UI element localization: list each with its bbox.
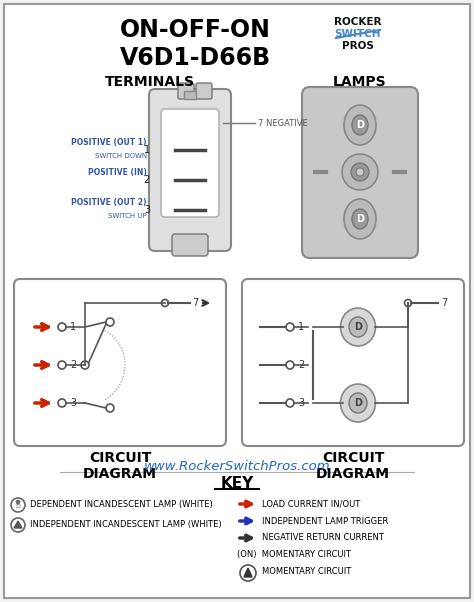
Text: (ON)  MOMENTARY CIRCUIT: (ON) MOMENTARY CIRCUIT xyxy=(237,550,351,559)
Ellipse shape xyxy=(340,308,375,346)
Circle shape xyxy=(58,323,66,331)
Circle shape xyxy=(11,498,25,512)
Text: INDEPENDENT LAMP TRIGGER: INDEPENDENT LAMP TRIGGER xyxy=(262,517,388,526)
Text: LOAD CURRENT IN/OUT: LOAD CURRENT IN/OUT xyxy=(262,500,360,509)
Text: D: D xyxy=(354,398,362,408)
Ellipse shape xyxy=(344,199,376,239)
Text: DIAGRAM: DIAGRAM xyxy=(316,467,390,481)
FancyBboxPatch shape xyxy=(242,279,464,446)
Text: PROS: PROS xyxy=(342,41,374,51)
Text: CIRCUIT: CIRCUIT xyxy=(89,451,151,465)
Text: D: D xyxy=(356,120,364,130)
Text: 3: 3 xyxy=(144,205,150,215)
Text: LAMPS: LAMPS xyxy=(333,75,387,89)
FancyBboxPatch shape xyxy=(302,87,418,258)
FancyBboxPatch shape xyxy=(172,234,208,256)
Circle shape xyxy=(162,300,168,306)
Ellipse shape xyxy=(352,115,368,135)
Circle shape xyxy=(81,361,89,369)
Text: ON-OFF-ON: ON-OFF-ON xyxy=(119,18,271,42)
FancyBboxPatch shape xyxy=(4,4,470,598)
Circle shape xyxy=(404,300,411,306)
Ellipse shape xyxy=(352,209,368,229)
Text: POSITIVE (OUT 1): POSITIVE (OUT 1) xyxy=(72,138,147,147)
Text: 7 NEGATIVE: 7 NEGATIVE xyxy=(258,119,308,128)
Text: SWITCH UP: SWITCH UP xyxy=(109,213,147,219)
Bar xyxy=(184,91,196,99)
Text: POSITIVE (IN): POSITIVE (IN) xyxy=(88,169,147,178)
Text: 1: 1 xyxy=(298,322,304,332)
Text: 2: 2 xyxy=(298,360,304,370)
Circle shape xyxy=(106,404,114,412)
Circle shape xyxy=(11,518,25,532)
Ellipse shape xyxy=(340,384,375,422)
Ellipse shape xyxy=(349,317,367,337)
FancyBboxPatch shape xyxy=(149,89,231,251)
Text: www.RockerSwitchPros.com: www.RockerSwitchPros.com xyxy=(144,461,330,474)
Polygon shape xyxy=(14,521,22,528)
Text: DIAGRAM: DIAGRAM xyxy=(83,467,157,481)
Text: D: D xyxy=(16,504,20,509)
Text: DEPENDENT INCANDESCENT LAMP (WHITE): DEPENDENT INCANDESCENT LAMP (WHITE) xyxy=(30,500,213,509)
Text: 3: 3 xyxy=(298,398,304,408)
Circle shape xyxy=(342,154,378,190)
FancyBboxPatch shape xyxy=(14,279,226,446)
Text: 7: 7 xyxy=(441,298,447,308)
Circle shape xyxy=(286,361,294,369)
Text: 2: 2 xyxy=(144,175,150,185)
Text: D: D xyxy=(354,322,362,332)
Circle shape xyxy=(16,500,20,504)
Circle shape xyxy=(106,318,114,326)
FancyBboxPatch shape xyxy=(178,83,194,99)
Text: MOMENTARY CIRCUIT: MOMENTARY CIRCUIT xyxy=(262,568,351,577)
Ellipse shape xyxy=(344,105,376,145)
Text: 1: 1 xyxy=(144,145,150,155)
Circle shape xyxy=(58,399,66,407)
Text: 3: 3 xyxy=(70,398,76,408)
Circle shape xyxy=(286,323,294,331)
Text: 7: 7 xyxy=(192,298,198,308)
Text: POSITIVE (OUT 2): POSITIVE (OUT 2) xyxy=(72,199,147,208)
Text: SWITCH: SWITCH xyxy=(335,29,381,39)
Circle shape xyxy=(356,168,364,176)
Polygon shape xyxy=(244,568,252,577)
Text: CIRCUIT: CIRCUIT xyxy=(322,451,384,465)
Text: NEGATIVE RETURN CURRENT: NEGATIVE RETURN CURRENT xyxy=(262,533,384,542)
Text: 2: 2 xyxy=(70,360,76,370)
Circle shape xyxy=(58,361,66,369)
Text: SWITCH DOWN: SWITCH DOWN xyxy=(95,153,147,159)
Circle shape xyxy=(351,163,369,181)
Ellipse shape xyxy=(349,393,367,413)
Text: KEY: KEY xyxy=(220,477,254,491)
Circle shape xyxy=(286,399,294,407)
FancyBboxPatch shape xyxy=(161,109,219,217)
Text: ROCKER: ROCKER xyxy=(334,17,382,27)
Text: INDEPENDENT INCANDESCENT LAMP (WHITE): INDEPENDENT INCANDESCENT LAMP (WHITE) xyxy=(30,521,222,530)
Text: TERMINALS: TERMINALS xyxy=(105,75,195,89)
Text: 1: 1 xyxy=(70,322,76,332)
Text: D: D xyxy=(356,214,364,224)
Text: V6D1-D66B: V6D1-D66B xyxy=(119,46,271,70)
FancyBboxPatch shape xyxy=(196,83,212,99)
